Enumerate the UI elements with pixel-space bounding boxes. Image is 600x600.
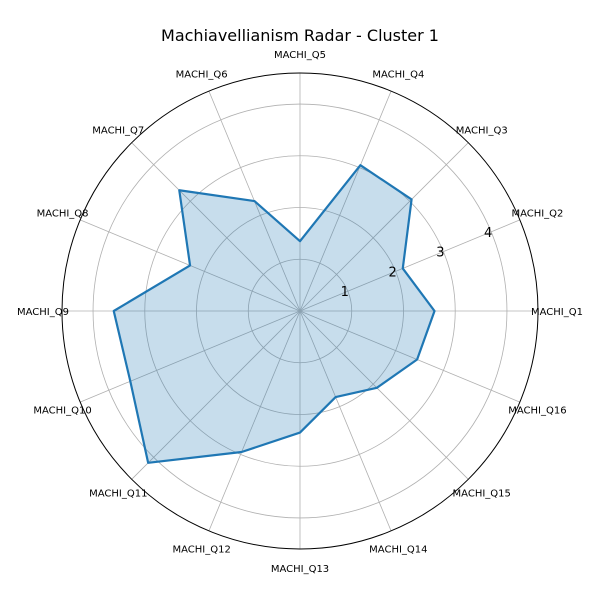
spoke-14: [299, 310, 392, 532]
series-area: [113, 165, 435, 463]
spoke-4: [299, 90, 392, 312]
category-label: MACHI_Q5: [274, 50, 326, 61]
radial-tick-3: 3: [436, 246, 444, 261]
spoke-2: [299, 219, 521, 312]
category-label: MACHI_Q12: [172, 544, 230, 555]
category-label: MACHI_Q2: [511, 209, 563, 220]
radial-tick-labels: 1 2 3 4: [341, 226, 493, 300]
category-label: MACHI_Q16: [508, 405, 566, 416]
grid-ring-1: [247, 258, 353, 364]
category-label: MACHI_Q8: [37, 209, 89, 220]
grid-ring-3: [144, 155, 456, 467]
category-label: MACHI_Q13: [271, 564, 329, 575]
spoke-7: [131, 142, 301, 312]
category-label: MACHI_Q15: [453, 489, 511, 500]
category-label: MACHI_Q4: [372, 70, 424, 81]
category-label: MACHI_Q1: [531, 307, 583, 318]
spoke-3: [299, 142, 469, 312]
spoke-16: [299, 310, 521, 403]
category-label: MACHI_Q14: [369, 544, 427, 555]
radial-tick-2: 2: [388, 265, 396, 280]
outer-ring: [61, 72, 539, 550]
spoke-11: [131, 310, 301, 480]
radial-tick-4: 4: [484, 226, 492, 241]
category-label: MACHI_Q3: [456, 125, 508, 136]
category-label: MACHI_Q6: [176, 70, 228, 81]
category-label: MACHI_Q11: [89, 489, 147, 500]
category-labels: MACHI_Q1 MACHI_Q2 MACHI_Q3 MACHI_Q4 MACHI_Q5…: [17, 50, 583, 575]
grid: [61, 72, 539, 550]
grid-ring-4: [92, 103, 508, 519]
chart-title: Machiavellianism Radar - Cluster 1: [161, 26, 439, 45]
category-label: MACHI_Q9: [17, 307, 69, 318]
category-label: MACHI_Q7: [92, 125, 144, 136]
series-layer: [112, 164, 436, 464]
radial-tick-1: 1: [341, 285, 349, 300]
category-label: MACHI_Q10: [33, 405, 91, 416]
spoke-12: [208, 310, 301, 532]
grid-ring-2: [196, 207, 404, 415]
spoke-10: [79, 310, 301, 403]
spoke-15: [299, 310, 469, 480]
